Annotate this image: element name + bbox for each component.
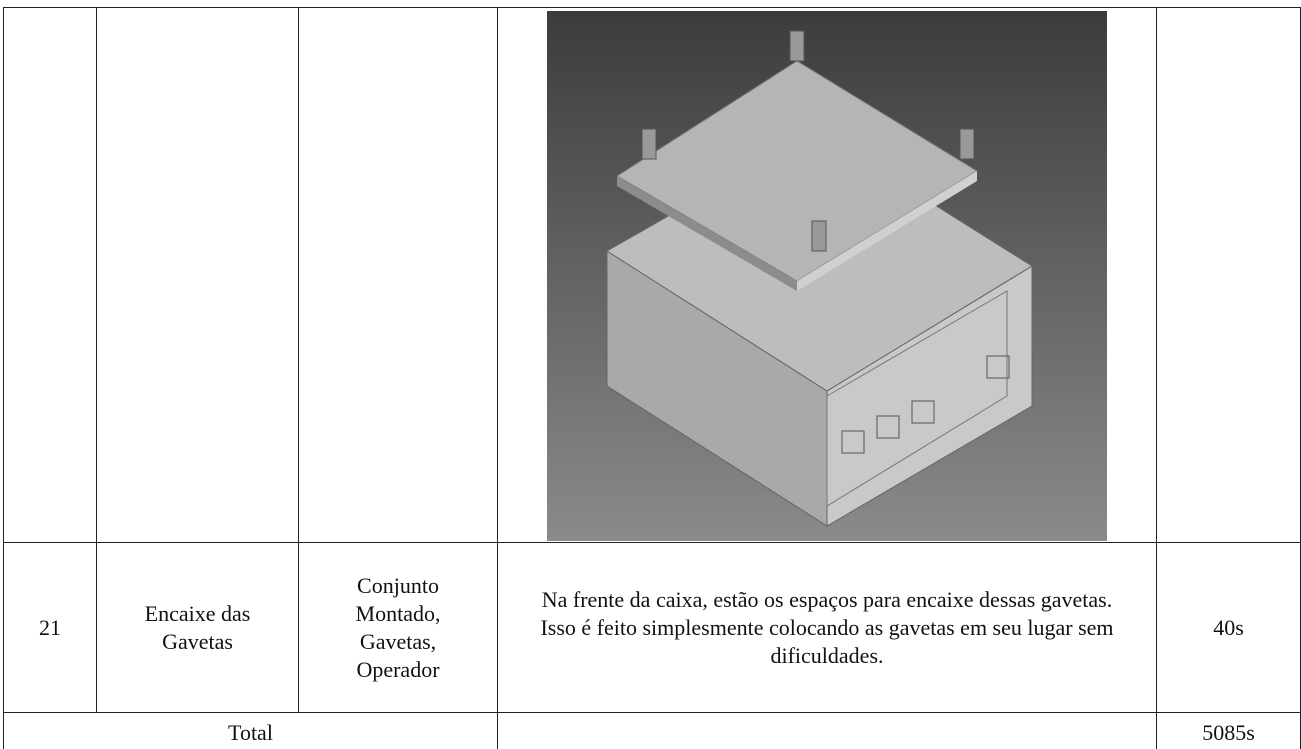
time: 40s bbox=[1156, 542, 1301, 713]
step-row: 21 Encaixe das Gavetas Conjunto Montado,… bbox=[3, 542, 1301, 713]
image-cell bbox=[497, 7, 1157, 543]
cell bbox=[298, 7, 498, 543]
process-table: 21 Encaixe das Gavetas Conjunto Montado,… bbox=[3, 7, 1301, 749]
step-name-text: Encaixe das Gavetas bbox=[144, 600, 251, 654]
resources: Conjunto Montado, Gavetas, Operador bbox=[298, 542, 498, 713]
cell bbox=[96, 7, 299, 543]
cell bbox=[1156, 7, 1301, 543]
resources-text: Conjunto Montado, Gavetas, Operador bbox=[355, 572, 441, 682]
cell bbox=[497, 712, 1157, 749]
step-number: 21 bbox=[3, 542, 97, 713]
step-name: Encaixe das Gavetas bbox=[96, 542, 299, 713]
total-value: 5085s bbox=[1156, 712, 1301, 749]
assembly-image bbox=[547, 11, 1107, 541]
description: Na frente da caixa, estão os espaços par… bbox=[497, 542, 1157, 713]
description-text: Na frente da caixa, estão os espaços par… bbox=[540, 586, 1114, 668]
image-row bbox=[3, 7, 1301, 543]
cell bbox=[3, 7, 97, 543]
total-row: Total 5085s bbox=[3, 712, 1301, 749]
total-label: Total bbox=[3, 712, 498, 749]
